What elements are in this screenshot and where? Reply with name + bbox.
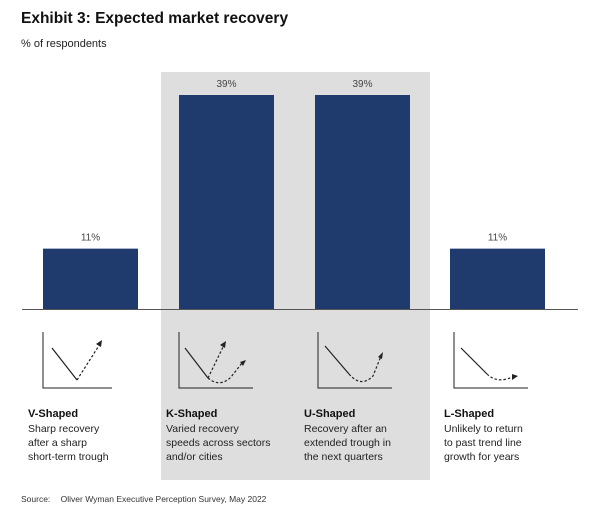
bar-k-shaped [179,95,274,309]
bar-value-label: 39% [216,79,236,90]
bar-value-label: 39% [352,79,372,90]
shape-name: L-Shaped [444,408,495,420]
shape-desc-line: and/or cities [166,451,223,463]
l-recovery-icon [453,332,528,389]
shape-desc-line: Unlikely to return [444,423,523,435]
shape-l: L-Shaped Unlikely to return to past tren… [444,408,584,464]
shape-desc-line: Varied recovery [166,423,239,435]
shape-name: V-Shaped [28,408,79,420]
shape-desc-line: growth for years [444,451,520,463]
bar-value-label: 11% [81,233,100,244]
shape-desc-line: Recovery after an [304,423,387,435]
shape-desc-line: Sharp recovery [28,423,100,435]
bar-l-shaped [450,248,545,309]
shape-desc-line: to past trend line [444,437,522,449]
u-recovery-icon [317,332,392,389]
bar-chart: 11% 39% 39% 11% [22,79,578,310]
shape-desc-line: the next quarters [304,451,383,463]
shape-desc-line: after a sharp [28,437,87,449]
bar-value-label: 11% [488,233,507,244]
shape-v: V-Shaped Sharp recovery after a sharp sh… [28,408,168,464]
k-recovery-icon [178,332,253,389]
source-label: Source: [21,494,51,504]
shape-desc-line: speeds across sectors [166,437,271,449]
v-recovery-icon [42,332,112,389]
bar-u-shaped [315,95,410,309]
shape-name: U-Shaped [304,408,356,420]
source-note: Source: Oliver Wyman Executive Perceptio… [21,494,266,504]
shape-name: K-Shaped [166,408,218,420]
shape-u: U-Shaped Recovery after an extended trou… [304,408,444,464]
shape-k: K-Shaped Varied recovery speeds across s… [166,408,306,464]
bar-v-shaped [43,248,138,309]
chart-title: Exhibit 3: Expected market recovery [21,10,289,27]
source-text: Oliver Wyman Executive Perception Survey… [60,494,267,504]
shape-desc-line: extended trough in [304,437,391,449]
shape-desc-line: short-term trough [28,451,109,463]
chart-subtitle: % of respondents [21,38,107,50]
